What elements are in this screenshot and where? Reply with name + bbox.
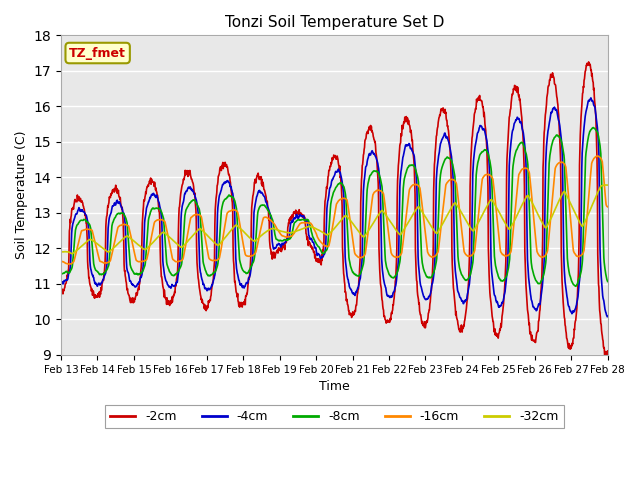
-8cm xyxy=(179,249,186,255)
-8cm xyxy=(419,264,427,270)
-8cm xyxy=(57,271,65,277)
-16cm xyxy=(595,153,602,159)
-32cm xyxy=(602,182,609,188)
-2cm xyxy=(491,329,499,335)
-16cm xyxy=(166,242,173,248)
-32cm xyxy=(179,243,187,249)
-4cm xyxy=(240,285,248,290)
-32cm xyxy=(57,249,65,255)
-4cm xyxy=(179,202,186,207)
Y-axis label: Soil Temperature (C): Soil Temperature (C) xyxy=(15,131,28,259)
-32cm xyxy=(604,182,611,188)
-4cm xyxy=(166,284,173,289)
-16cm xyxy=(65,261,73,267)
-8cm xyxy=(240,269,248,275)
-2cm xyxy=(57,288,65,294)
-2cm xyxy=(585,59,593,65)
-4cm xyxy=(604,314,611,320)
-4cm xyxy=(419,291,427,297)
-2cm xyxy=(603,353,611,359)
-8cm xyxy=(539,275,547,280)
-4cm xyxy=(587,95,595,101)
-8cm xyxy=(491,253,499,259)
-32cm xyxy=(420,211,428,216)
-2cm xyxy=(539,236,547,241)
-8cm xyxy=(572,283,580,289)
-16cm xyxy=(420,214,428,219)
-2cm xyxy=(604,348,611,354)
-8cm xyxy=(604,278,611,284)
Line: -32cm: -32cm xyxy=(61,185,607,253)
-32cm xyxy=(540,221,547,227)
-16cm xyxy=(540,254,547,260)
X-axis label: Time: Time xyxy=(319,380,349,393)
-8cm xyxy=(589,125,597,131)
Legend: -2cm, -4cm, -8cm, -16cm, -32cm: -2cm, -4cm, -8cm, -16cm, -32cm xyxy=(105,406,563,429)
Line: -4cm: -4cm xyxy=(61,98,607,317)
Text: TZ_fmet: TZ_fmet xyxy=(69,47,126,60)
-2cm xyxy=(419,323,427,328)
-32cm xyxy=(240,229,248,235)
-32cm xyxy=(491,202,499,207)
-2cm xyxy=(240,299,248,305)
Line: -16cm: -16cm xyxy=(61,156,607,264)
-32cm xyxy=(68,251,76,256)
-4cm xyxy=(539,279,547,285)
-16cm xyxy=(57,258,65,264)
Line: -8cm: -8cm xyxy=(61,128,607,286)
-32cm xyxy=(166,235,173,240)
-8cm xyxy=(166,268,173,274)
-2cm xyxy=(179,181,186,187)
-16cm xyxy=(179,256,187,262)
-4cm xyxy=(491,292,499,298)
-16cm xyxy=(604,204,611,210)
-16cm xyxy=(491,193,499,199)
-16cm xyxy=(240,246,248,252)
Line: -2cm: -2cm xyxy=(61,62,607,356)
-4cm xyxy=(604,314,611,320)
-4cm xyxy=(57,280,65,286)
-2cm xyxy=(166,300,173,305)
Title: Tonzi Soil Temperature Set D: Tonzi Soil Temperature Set D xyxy=(225,15,444,30)
